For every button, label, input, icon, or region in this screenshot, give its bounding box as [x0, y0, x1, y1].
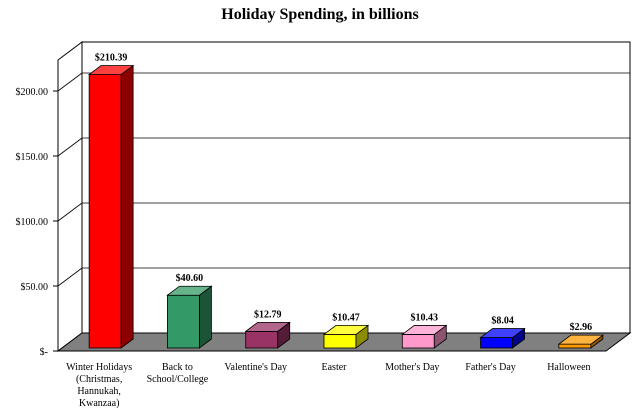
data-label: $210.39 — [95, 52, 128, 63]
bar — [87, 64, 135, 349]
category-label: Easter — [322, 362, 348, 373]
category-label: Back to School/College — [147, 362, 209, 385]
bar-side — [199, 285, 212, 349]
bar-front — [558, 343, 592, 349]
chart-back-wall — [81, 41, 631, 334]
bar-top — [166, 285, 213, 296]
bar — [322, 324, 370, 349]
bar-front — [88, 74, 122, 349]
bar — [479, 327, 526, 349]
bar-front — [401, 334, 435, 349]
gridline-side — [57, 137, 83, 157]
y-tick-label: $200.00 — [16, 87, 49, 98]
data-label: $8.04 — [491, 316, 514, 327]
bars — [87, 64, 605, 349]
data-label: $12.79 — [254, 309, 282, 320]
category-label: Halloween — [547, 362, 590, 373]
category-label: Father's Day — [465, 362, 515, 373]
data-label: $10.47 — [332, 312, 360, 323]
category-labels: Winter Holidays (Christmas, Hannukah, Kwanz… — [66, 362, 590, 409]
bar-top — [557, 334, 605, 345]
category-label: Mother's Day — [385, 362, 439, 373]
y-tick-label: $100.00 — [16, 217, 49, 228]
data-label: $2.96 — [570, 322, 593, 333]
bar-top — [401, 325, 448, 335]
y-axis-tick-labels: $- $50.00 $100.00 $150.00 $200.00 — [16, 87, 49, 358]
bar — [244, 321, 291, 349]
bar-top — [244, 321, 291, 332]
bar-front — [167, 294, 200, 349]
bar-top — [479, 328, 526, 338]
category-label: Valentine's Day — [224, 362, 287, 373]
bar-front — [480, 337, 513, 349]
gridline-side — [57, 267, 83, 287]
bar — [401, 324, 448, 349]
bar-front — [245, 330, 279, 349]
gridline-side — [57, 202, 83, 222]
data-labels: $210.39 $40.60 $12.79 $10.47 $10.43 $8.04 $2.9… — [95, 52, 592, 333]
bar-top — [322, 324, 370, 335]
gridlines — [53, 72, 630, 352]
chart-title: Holiday Spending, in billions — [221, 6, 418, 23]
bar-front — [323, 333, 357, 349]
bar — [166, 285, 213, 349]
bar-top — [87, 65, 135, 75]
data-label: $40.60 — [176, 273, 204, 284]
gridline-side — [57, 72, 83, 92]
y-tick-label: $- — [40, 347, 48, 358]
bar-side — [120, 64, 134, 349]
bar — [557, 334, 605, 349]
data-label: $10.43 — [411, 312, 439, 323]
category-label: Winter Holidays (Christmas, Hannukah, Kwanz… — [66, 362, 132, 409]
y-tick-label: $50.00 — [21, 282, 49, 293]
y-tick-label: $150.00 — [16, 152, 49, 163]
